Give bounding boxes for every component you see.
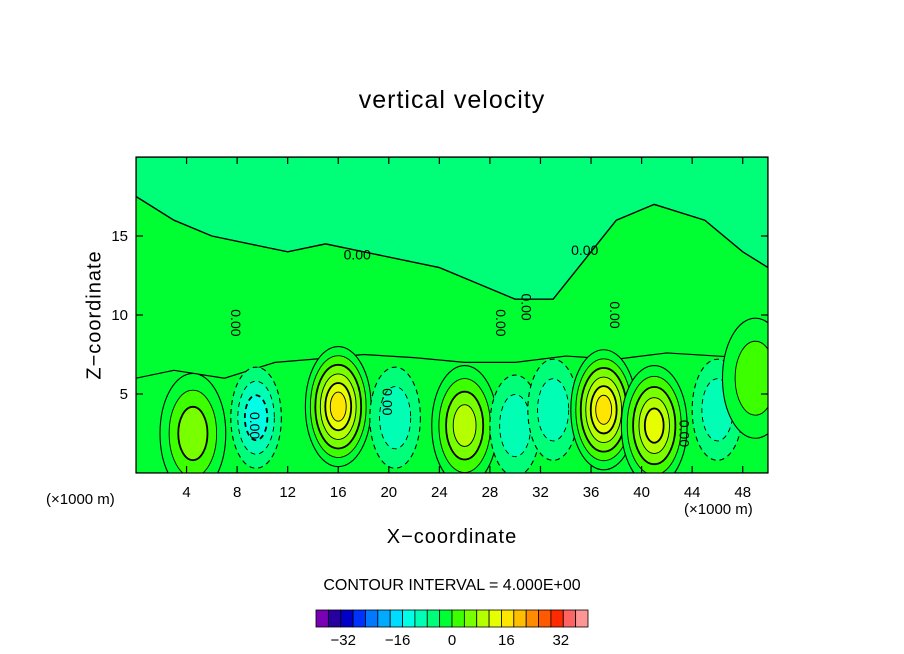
- x-tick-label: 16: [330, 484, 347, 501]
- contour-label: 0.00: [493, 309, 509, 336]
- x-tick-label: 36: [583, 484, 600, 501]
- x-tick-label: 20: [380, 484, 397, 501]
- chart-title: vertical velocity: [358, 86, 546, 114]
- contour-cell-11: [721, 317, 768, 439]
- contour-label: 0.00: [228, 309, 244, 336]
- colorbar-swatch: [426, 609, 441, 628]
- contour-cell-9: [620, 365, 688, 473]
- colorbar-swatch: [575, 609, 589, 628]
- colorbar-tick-label: 32: [552, 632, 569, 649]
- contour-label: 0.00: [519, 293, 535, 320]
- colorbar-swatch: [463, 609, 478, 628]
- x-tick-label: 40: [633, 484, 650, 501]
- contour-label: 0.00: [344, 247, 371, 263]
- x-tick-label: 24: [431, 484, 448, 501]
- contour-interval-label: CONTOUR INTERVAL = 4.000E+00: [323, 577, 581, 594]
- contour-label: 0.00: [571, 242, 598, 258]
- colorbar-swatch: [451, 609, 465, 628]
- colorbar-swatch: [389, 609, 403, 628]
- x-tick-label: 8: [233, 484, 241, 501]
- contour-label: 0.00: [607, 301, 623, 328]
- colorbar-swatch: [538, 609, 552, 628]
- colorbar-swatch: [414, 609, 428, 628]
- colorbar-swatch: [562, 609, 577, 628]
- y-tick-label: 5: [120, 386, 128, 403]
- colorbar-swatch: [365, 609, 379, 628]
- colorbar-swatch: [377, 609, 391, 628]
- colorbar-swatch: [439, 609, 453, 628]
- colorbar-swatch: [501, 609, 515, 628]
- colorbar-tick-label: 16: [498, 632, 515, 649]
- contour-label: 0.00: [677, 420, 693, 447]
- region-upper: [136, 157, 768, 300]
- colorbar-swatch: [550, 609, 564, 628]
- y-tick-label: 15: [111, 228, 128, 245]
- x-tick-label: 28: [482, 484, 499, 501]
- colorbar-swatch: [340, 609, 354, 628]
- x-unit-label-right: (×1000 m): [684, 501, 753, 518]
- y-axis-label: Z−coordinate: [83, 250, 106, 380]
- contour-cell-5: [431, 365, 499, 473]
- colorbar-tick-label: −16: [385, 632, 410, 649]
- contour-cell-3: [304, 346, 372, 468]
- x-tick-label: 12: [279, 484, 296, 501]
- colorbar-swatch: [525, 609, 539, 628]
- contour-cell-4: [369, 366, 421, 469]
- colorbar-swatch: [513, 609, 527, 628]
- x-tick-label: 44: [684, 484, 701, 501]
- colorbar-swatch: [315, 609, 329, 628]
- colorbar-swatch: [476, 609, 490, 628]
- y-tick-label: 10: [111, 307, 128, 324]
- colorbar-tick-label: 0: [448, 632, 456, 649]
- colorbar-tick-label: −32: [330, 632, 355, 649]
- x-tick-label: 48: [734, 484, 751, 501]
- x-tick-label: 4: [182, 484, 190, 501]
- colorbar-swatch: [327, 609, 342, 628]
- colorbar: −32 −16 0 16 32: [315, 609, 589, 649]
- contour-cell-7: [527, 358, 579, 461]
- x-axis-label: X−coordinate: [386, 526, 518, 548]
- contour-field: [136, 157, 768, 473]
- colorbar-swatch: [488, 609, 502, 628]
- x-unit-label-left: (×1000 m): [46, 491, 115, 508]
- contour-cell-1: [159, 372, 227, 473]
- contour-cell-8: [570, 349, 638, 471]
- x-tick-label: 32: [532, 484, 549, 501]
- colorbar-swatch: [402, 609, 416, 628]
- contour-cell-2: [230, 366, 282, 469]
- colorbar-swatch: [352, 609, 366, 628]
- contour-label: 0.00: [379, 388, 395, 415]
- contour-label: 0.00: [247, 412, 263, 439]
